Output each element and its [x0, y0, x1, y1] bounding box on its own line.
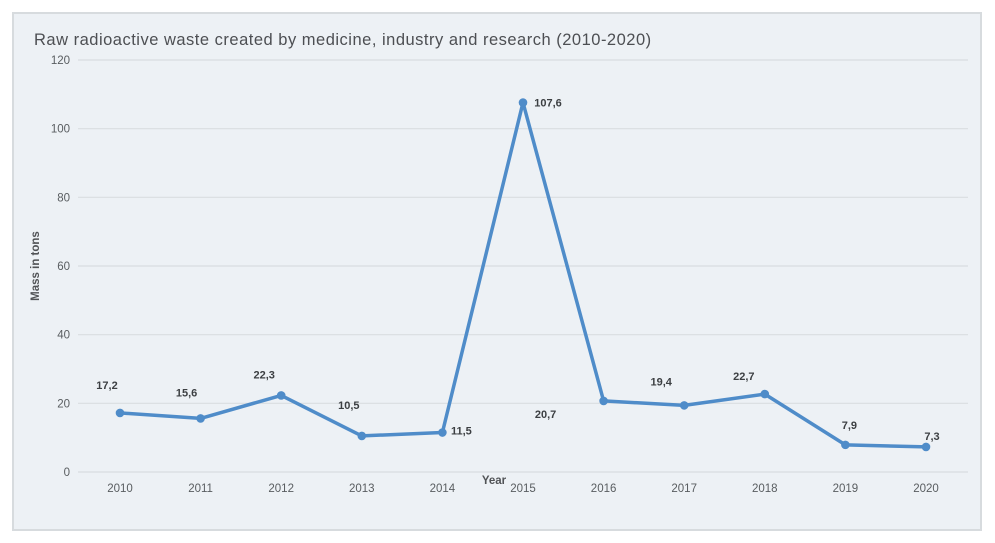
x-axis-tick-label: 2016: [591, 483, 617, 495]
data-point-marker: [760, 389, 770, 399]
data-point-label: 20,7: [535, 409, 556, 421]
data-point-label: 7,9: [842, 420, 857, 432]
data-point-marker: [276, 391, 286, 400]
y-axis-tick-label: 40: [57, 330, 70, 342]
data-point-label: 15,6: [176, 387, 197, 399]
y-axis-tick-label: 60: [57, 261, 70, 273]
y-axis-tick-label: 80: [57, 192, 70, 204]
x-axis-tick-label: 2017: [671, 483, 697, 495]
data-point-label: 19,4: [650, 376, 672, 388]
x-axis-tick-label: 2019: [833, 483, 859, 495]
data-point-label: 22,7: [733, 371, 754, 383]
y-axis-tick-label: 120: [51, 55, 70, 67]
data-point-marker: [115, 408, 125, 418]
x-axis-tick-label: 2018: [752, 483, 778, 495]
y-axis-tick-label: 0: [64, 467, 70, 479]
x-axis-tick-label: 2011: [188, 483, 213, 495]
y-axis-tick-label: 20: [57, 398, 70, 410]
data-point-marker: [438, 428, 447, 437]
data-point-marker: [921, 442, 931, 452]
data-point-marker: [841, 440, 850, 450]
data-point-label: 107,6: [534, 98, 562, 110]
x-axis-tick-label: 2015: [510, 483, 536, 495]
data-point-marker: [599, 396, 608, 406]
x-axis-title: Year: [482, 475, 507, 487]
y-axis-title: Mass in tons: [30, 231, 42, 301]
chart-title: Raw radioactive waste created by medicin…: [34, 31, 652, 49]
x-axis-tick-label: 2014: [430, 483, 456, 495]
x-axis-tick-label: 2010: [107, 483, 133, 495]
y-axis-tick-label: 100: [51, 124, 70, 136]
data-point-marker: [679, 401, 689, 410]
data-point-marker: [518, 98, 528, 107]
x-axis-tick-label: 2020: [913, 483, 939, 495]
data-point-label: 22,3: [253, 369, 274, 381]
x-axis-tick-label: 2012: [268, 483, 294, 495]
x-axis-tick-label: 2013: [349, 483, 375, 495]
data-point-marker: [357, 431, 367, 441]
chart-panel: [12, 12, 982, 531]
data-point-label: 10,5: [338, 400, 359, 412]
data-point-label: 17,2: [96, 380, 117, 392]
data-point-label: 7,3: [924, 431, 939, 443]
data-point-marker: [196, 414, 205, 423]
series-line: [118, 100, 928, 449]
data-point-label: 11,5: [451, 426, 472, 438]
